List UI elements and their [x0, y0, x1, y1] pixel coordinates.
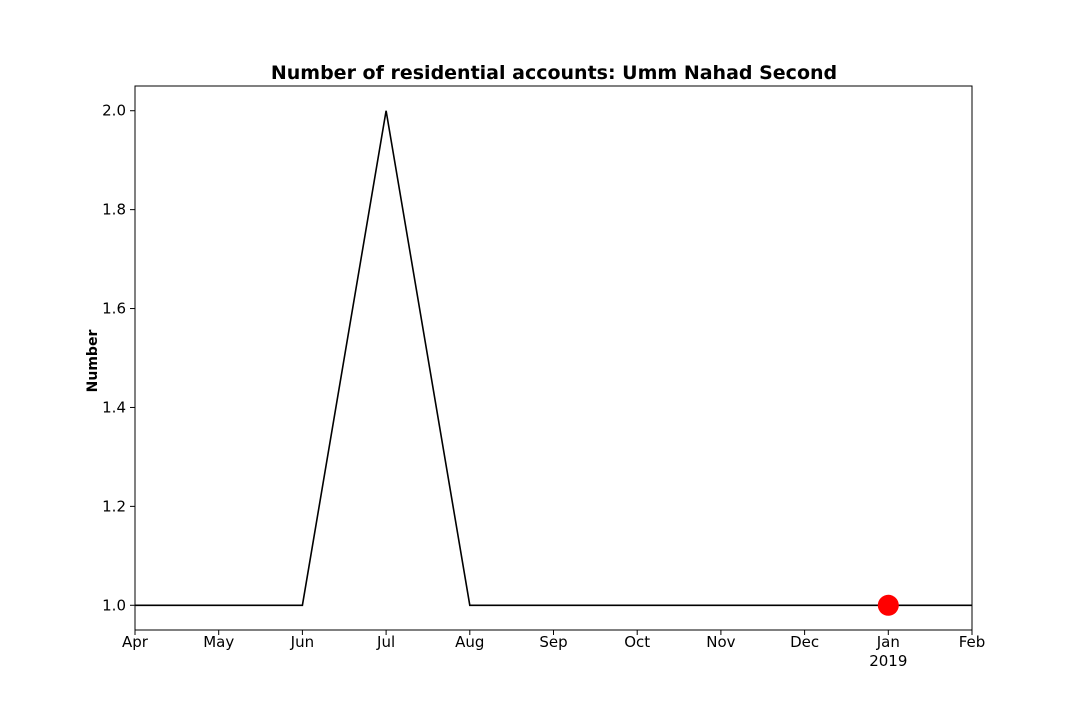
x-tick-label: Jan	[876, 633, 900, 651]
x-tick-label: Apr	[122, 633, 149, 651]
y-tick-label: 1.0	[102, 596, 126, 614]
x-tick-label: May	[203, 633, 234, 651]
x-tick-label: Oct	[624, 633, 650, 651]
chart-title: Number of residential accounts: Umm Naha…	[271, 62, 837, 84]
y-tick-label: 2.0	[102, 102, 126, 120]
x-tick-label: Aug	[455, 633, 484, 651]
x-tick-label: Feb	[959, 633, 986, 651]
x-axis-ticks: Apr May Jun Jul Aug Sep Oct Nov Dec Jan Feb 2019	[122, 630, 985, 670]
y-axis-label: Number	[85, 330, 101, 393]
y-tick-label: 1.4	[102, 398, 126, 416]
x-tick-label: Jun	[290, 633, 314, 651]
y-tick-label: 1.8	[102, 201, 126, 219]
series-group	[135, 110, 972, 616]
y-tick-label: 1.2	[102, 497, 126, 515]
x-tick-label: Jul	[376, 633, 395, 651]
x-tick-label: Dec	[790, 633, 819, 651]
plot-frame	[134, 85, 973, 631]
x-tick-label: Nov	[706, 633, 735, 651]
y-axis-ticks: 1.0 1.2 1.4 1.6 1.8 2.0	[102, 102, 135, 614]
x-tick-label: Sep	[539, 633, 567, 651]
y-tick-label: 1.6	[102, 300, 126, 318]
series-line	[135, 110, 972, 607]
x-year-label: 2019	[869, 652, 907, 670]
highlight-marker	[877, 594, 899, 616]
